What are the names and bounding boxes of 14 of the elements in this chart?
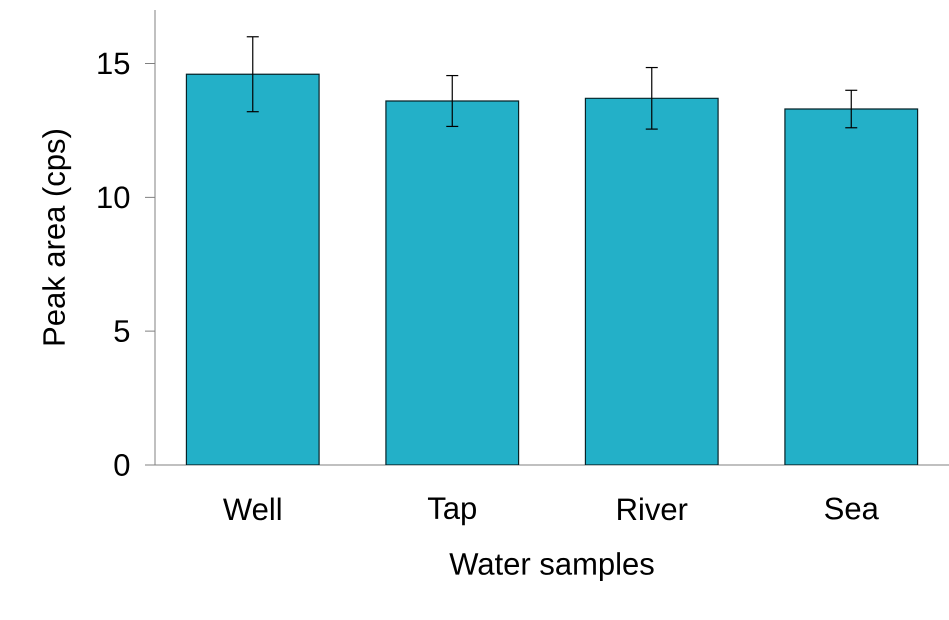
bar bbox=[584, 98, 719, 465]
x-tick-label: Well bbox=[223, 498, 281, 520]
bar bbox=[784, 108, 918, 465]
y-tick-label: 10 bbox=[98, 186, 130, 208]
x-tick-label: Sea bbox=[825, 498, 879, 520]
y-tick-label: 0 bbox=[114, 454, 130, 476]
y-tick-label: 5 bbox=[114, 320, 130, 342]
x-tick-label: Tap bbox=[428, 498, 476, 526]
y-axis-title: Peak area (cps) bbox=[42, 130, 72, 344]
x-axis-title: Water samples bbox=[449, 552, 654, 582]
bar bbox=[385, 100, 520, 465]
bar bbox=[186, 74, 320, 465]
x-tick-label: River bbox=[618, 498, 688, 520]
y-tick-label: 15 bbox=[98, 52, 130, 74]
